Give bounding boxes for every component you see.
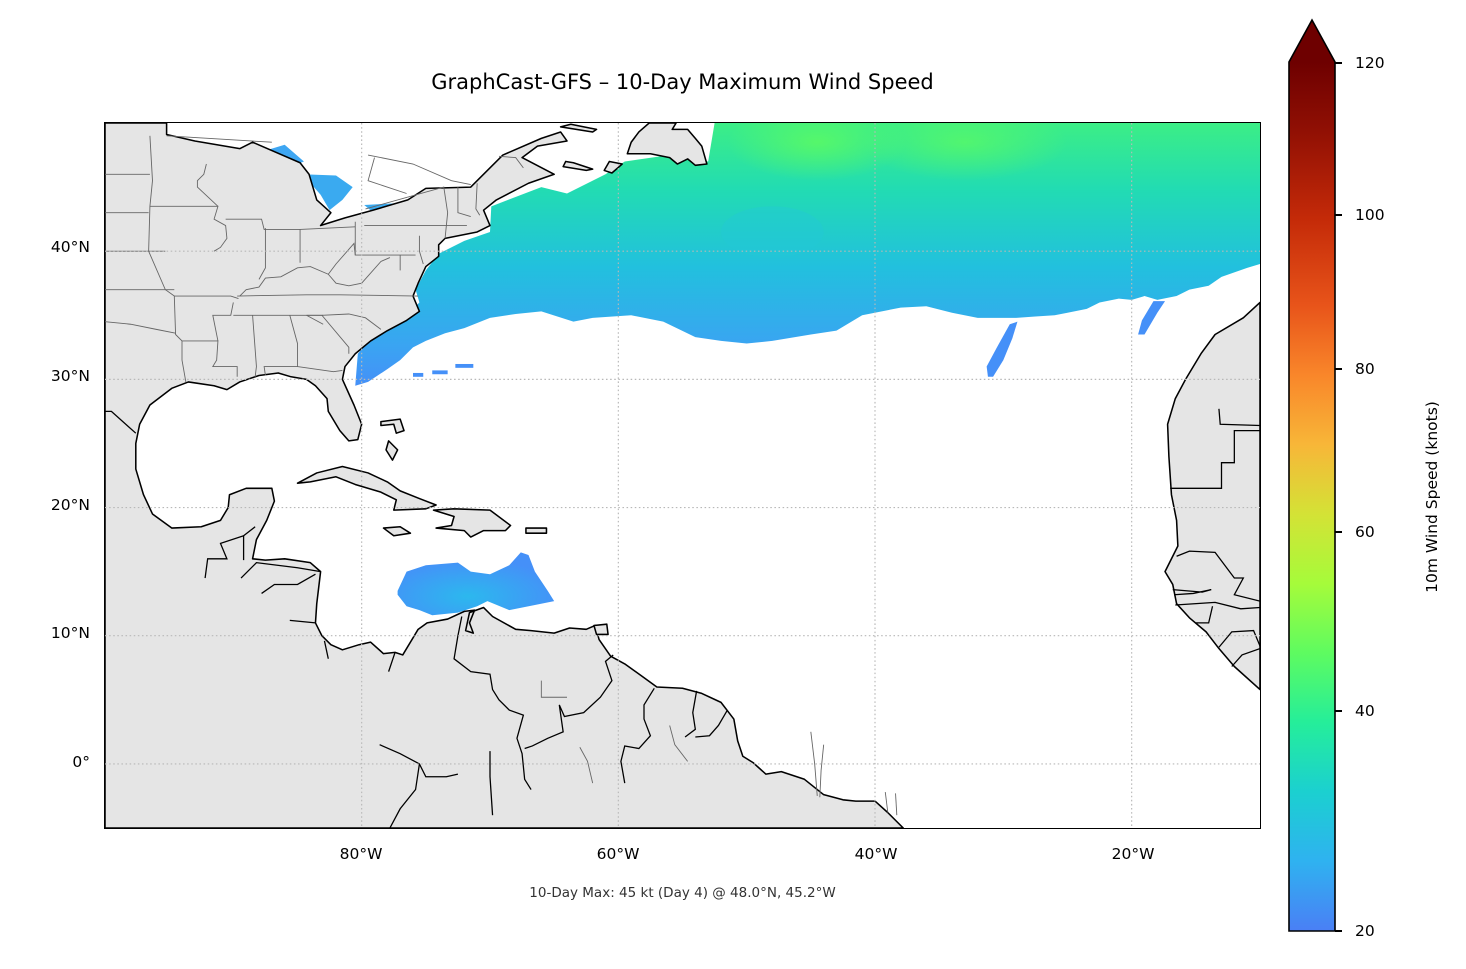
lon-tick-60w: 60°W — [596, 845, 640, 863]
colorbar-tick — [1335, 368, 1342, 370]
colorbar-tick-100: 100 — [1355, 206, 1385, 224]
lat-tick-10n: 10°N — [50, 624, 90, 642]
colorbar-tick — [1335, 710, 1342, 712]
lon-tick-40w: 40°W — [854, 845, 898, 863]
lat-tick-20n: 20°N — [50, 496, 90, 514]
lat-tick-0: 0° — [72, 753, 90, 771]
chart-title: GraphCast-GFS – 10-Day Maximum Wind Spee… — [431, 70, 934, 94]
country-borders — [105, 408, 1260, 828]
state-borders — [105, 135, 898, 816]
colorbar-tick-60: 60 — [1355, 523, 1375, 541]
colorbar-tick-40: 40 — [1355, 702, 1375, 720]
lon-tick-20w: 20°W — [1111, 845, 1155, 863]
lat-tick-40n: 40°N — [50, 238, 90, 256]
colorbar-tick-80: 80 — [1355, 360, 1375, 378]
map-canvas — [105, 123, 1260, 828]
lat-tick-30n: 30°N — [50, 367, 90, 385]
gridlines — [105, 123, 1260, 828]
colorbar-tick — [1335, 930, 1342, 932]
colorbar-tick-120: 120 — [1355, 54, 1385, 72]
land — [105, 123, 1260, 828]
colorbar — [1288, 18, 1336, 932]
colorbar-label: 10m Wind Speed (knots) — [1423, 401, 1441, 593]
colorbar-tick — [1335, 62, 1342, 64]
colorbar-tick-20: 20 — [1355, 922, 1375, 940]
colorbar-tick — [1335, 531, 1342, 533]
max-wind-annotation: 10-Day Max: 45 kt (Day 4) @ 48.0°N, 45.2… — [529, 885, 836, 901]
lon-tick-80w: 80°W — [339, 845, 383, 863]
colorbar-tick — [1335, 214, 1342, 216]
map-panel[interactable] — [104, 122, 1261, 829]
colorbar-gradient — [1288, 18, 1336, 932]
